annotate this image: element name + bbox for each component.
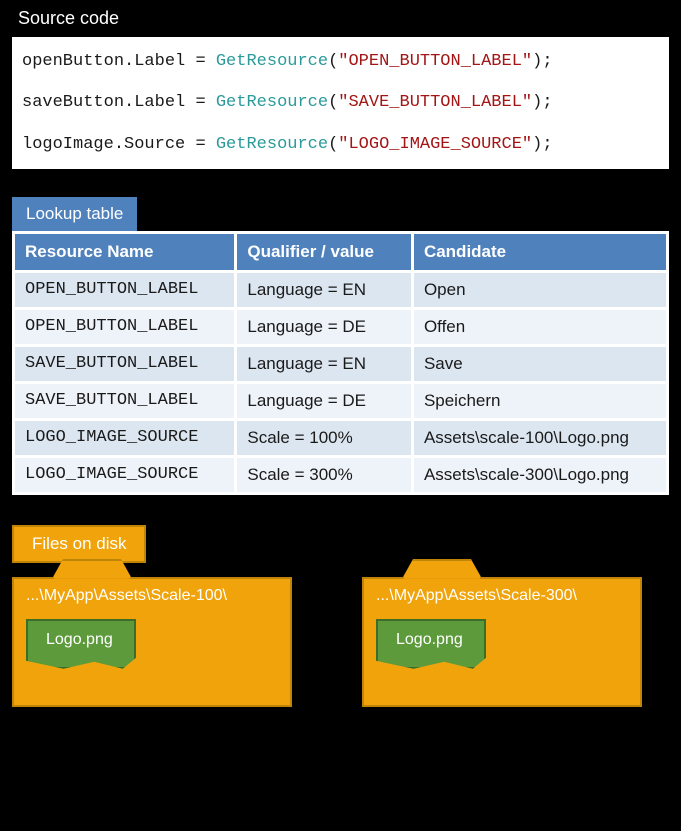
table-cell: SAVE_BUTTON_LABEL xyxy=(14,345,236,382)
code-line: saveButton.Label = GetResource("SAVE_BUT… xyxy=(22,92,659,113)
table-cell: Offen xyxy=(412,308,667,345)
code-token-string: "SAVE_BUTTON_LABEL" xyxy=(338,93,532,112)
table-row: SAVE_BUTTON_LABEL Language = DE Speicher… xyxy=(14,382,668,419)
folder-icon xyxy=(402,559,482,579)
lookup-table: Resource Name Qualifier / value Candidat… xyxy=(12,231,669,495)
table-row: LOGO_IMAGE_SOURCE Scale = 100% Assets\sc… xyxy=(14,419,668,456)
code-token-property: Label xyxy=(134,93,185,112)
code-line: openButton.Label = GetResource("OPEN_BUT… xyxy=(22,51,659,72)
folder-path: ...\MyApp\Assets\Scale-300\ xyxy=(376,587,628,605)
table-cell: LOGO_IMAGE_SOURCE xyxy=(14,456,236,493)
table-cell: Save xyxy=(412,345,667,382)
table-row: SAVE_BUTTON_LABEL Language = EN Save xyxy=(14,345,668,382)
file-chip: Logo.png xyxy=(376,619,486,669)
table-cell: Language = EN xyxy=(236,345,413,382)
code-token-function: GetResource xyxy=(216,93,328,112)
folder-path: ...\MyApp\Assets\Scale-100\ xyxy=(26,587,278,605)
table-cell: Language = DE xyxy=(236,308,413,345)
folder-body: ...\MyApp\Assets\Scale-100\ Logo.png xyxy=(12,577,292,707)
table-cell: Speichern xyxy=(412,382,667,419)
table-cell: LOGO_IMAGE_SOURCE xyxy=(14,419,236,456)
table-row: OPEN_BUTTON_LABEL Language = EN Open xyxy=(14,271,668,308)
table-header-cell: Resource Name xyxy=(14,232,236,271)
folder: ...\MyApp\Assets\Scale-300\ Logo.png xyxy=(362,577,642,707)
folder-body: ...\MyApp\Assets\Scale-300\ Logo.png xyxy=(362,577,642,707)
code-token-object: openButton xyxy=(22,52,124,71)
table-cell: Assets\scale-100\Logo.png xyxy=(412,419,667,456)
table-row: LOGO_IMAGE_SOURCE Scale = 300% Assets\sc… xyxy=(14,456,668,493)
lookup-table-label: Lookup table xyxy=(12,197,137,231)
table-cell: Language = DE xyxy=(236,382,413,419)
table-header-cell: Candidate xyxy=(412,232,667,271)
folder: ...\MyApp\Assets\Scale-100\ Logo.png xyxy=(12,577,292,707)
code-token-property: Label xyxy=(134,52,185,71)
source-code-label: Source code xyxy=(0,0,681,37)
code-token-function: GetResource xyxy=(216,52,328,71)
table-cell: OPEN_BUTTON_LABEL xyxy=(14,271,236,308)
table-header-cell: Qualifier / value xyxy=(236,232,413,271)
table-cell: SAVE_BUTTON_LABEL xyxy=(14,382,236,419)
files-on-disk-label: Files on disk xyxy=(12,525,146,563)
code-line: logoImage.Source = GetResource("LOGO_IMA… xyxy=(22,134,659,155)
source-code-block: openButton.Label = GetResource("OPEN_BUT… xyxy=(12,37,669,169)
code-token-property: Source xyxy=(124,135,185,154)
table-cell: OPEN_BUTTON_LABEL xyxy=(14,308,236,345)
table-cell: Scale = 300% xyxy=(236,456,413,493)
table-cell: Scale = 100% xyxy=(236,419,413,456)
code-token-object: saveButton xyxy=(22,93,124,112)
folder-icon xyxy=(52,559,132,579)
table-row: OPEN_BUTTON_LABEL Language = DE Offen xyxy=(14,308,668,345)
folders-row: ...\MyApp\Assets\Scale-100\ Logo.png ...… xyxy=(12,577,669,707)
code-token-string: "OPEN_BUTTON_LABEL" xyxy=(338,52,532,71)
table-header-row: Resource Name Qualifier / value Candidat… xyxy=(14,232,668,271)
code-token-function: GetResource xyxy=(216,135,328,154)
code-token-string: "LOGO_IMAGE_SOURCE" xyxy=(338,135,532,154)
code-token-object: logoImage xyxy=(22,135,114,154)
table-cell: Language = EN xyxy=(236,271,413,308)
table-cell: Assets\scale-300\Logo.png xyxy=(412,456,667,493)
file-chip: Logo.png xyxy=(26,619,136,669)
table-cell: Open xyxy=(412,271,667,308)
